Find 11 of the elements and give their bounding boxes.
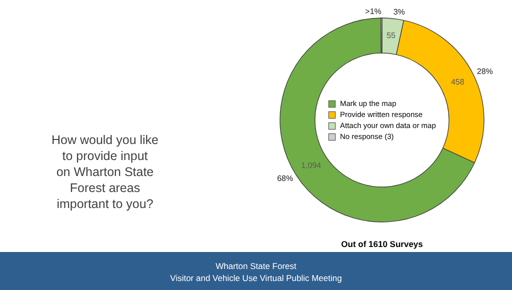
data-label: 55 (386, 30, 396, 40)
text: 3% (393, 8, 405, 17)
text: >1% (365, 7, 382, 16)
text: 28% (476, 66, 493, 76)
data-label: 1,094 (301, 161, 322, 170)
text: Out of 1610 Surveys (341, 239, 424, 249)
text: 68% (277, 174, 294, 183)
text: Visitor and Vehicle Use Virtual Public Meeting (170, 273, 342, 283)
text: How would you like to provide input on Wharton State Forest areas important to you? (52, 133, 159, 211)
text: Wharton State Forest (216, 261, 298, 271)
data-label: 458 (450, 77, 465, 86)
